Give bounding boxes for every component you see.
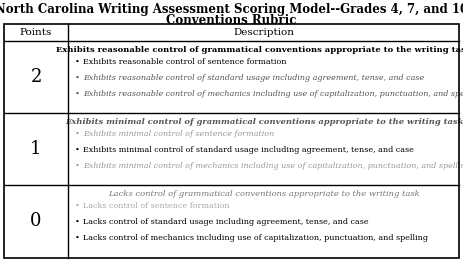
Text: •: • [75,146,80,154]
Text: •: • [75,162,80,170]
Text: •: • [75,130,80,138]
Text: •: • [75,234,80,242]
Text: Lacks control of grammatical conventions appropriate to the writing task: Lacks control of grammatical conventions… [108,190,420,198]
Text: Points: Points [20,28,52,37]
Text: Lacks control of mechanics including use of capitalization, punctuation, and spe: Lacks control of mechanics including use… [83,234,428,242]
Text: Conventions Rubric: Conventions Rubric [166,14,297,27]
Text: Exhibits minimal control of grammatical conventions appropriate to the writing t: Exhibits minimal control of grammatical … [65,118,463,126]
Text: •: • [75,74,80,82]
Text: Description: Description [233,28,294,37]
Text: Lacks control of standard usage including agreement, tense, and case: Lacks control of standard usage includin… [83,218,369,226]
Text: Exhibits reasonable control of standard usage including agreement, tense, and ca: Exhibits reasonable control of standard … [83,74,424,82]
Text: Exhibits minimal control of sentence formation: Exhibits minimal control of sentence for… [83,130,274,138]
Text: Exhibits minimal control of standard usage including agreement, tense, and case: Exhibits minimal control of standard usa… [83,146,414,154]
Text: 0: 0 [30,212,42,231]
Text: •: • [75,90,80,98]
Text: •: • [75,202,80,210]
Text: •: • [75,218,80,226]
Text: Lacks control of sentence formation: Lacks control of sentence formation [83,202,230,210]
Text: Exhibits reasonable control of sentence formation: Exhibits reasonable control of sentence … [83,58,287,66]
Text: •: • [75,58,80,66]
Text: Exhibits reasonable control of grammatical conventions appropriate to the writin: Exhibits reasonable control of grammatic… [56,46,463,54]
Text: Exhibits reasonable control of mechanics including use of capitalization, punctu: Exhibits reasonable control of mechanics… [83,90,463,98]
Text: North Carolina Writing Assessment Scoring Model--Grades 4, 7, and 10: North Carolina Writing Assessment Scorin… [0,3,463,16]
Text: 2: 2 [30,68,42,86]
Text: 1: 1 [30,140,42,158]
Text: Exhibits minimal control of mechanics including use of capitalization, punctuati: Exhibits minimal control of mechanics in… [83,162,463,170]
